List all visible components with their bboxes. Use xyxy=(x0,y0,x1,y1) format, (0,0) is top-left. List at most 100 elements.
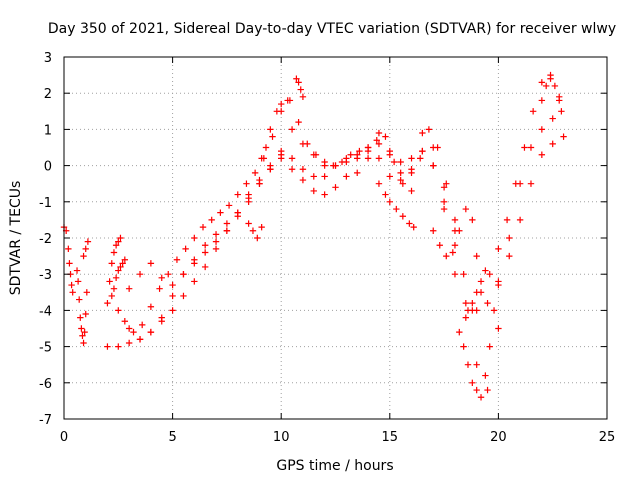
data-point xyxy=(484,299,491,307)
data-point xyxy=(278,147,285,155)
y-axis-label: SDTVAR / TECUs xyxy=(8,181,24,296)
data-point xyxy=(68,281,75,289)
data-point xyxy=(74,278,82,285)
data-point xyxy=(386,173,393,180)
data-point xyxy=(217,209,224,216)
data-point xyxy=(108,260,115,267)
data-point xyxy=(321,173,328,180)
data-point xyxy=(169,292,176,300)
data-point xyxy=(81,328,88,336)
data-point xyxy=(375,180,383,187)
data-point xyxy=(382,191,389,198)
data-point xyxy=(130,328,137,336)
data-point xyxy=(408,187,415,195)
data-series-13 xyxy=(375,180,417,231)
data-series-8 xyxy=(121,75,563,336)
data-point xyxy=(451,242,459,249)
data-point xyxy=(201,242,209,249)
data-point xyxy=(506,252,513,260)
data-point xyxy=(199,223,207,231)
data-point xyxy=(115,343,122,350)
data-point xyxy=(542,82,550,90)
data-point xyxy=(462,314,470,321)
data-series-10 xyxy=(245,220,265,242)
data-point xyxy=(443,252,450,260)
data-point xyxy=(547,71,554,79)
data-point xyxy=(373,137,380,144)
data-point xyxy=(436,242,443,249)
data-point xyxy=(110,249,118,256)
data-point xyxy=(382,133,389,140)
data-point xyxy=(473,361,480,368)
data-point xyxy=(484,386,491,394)
data-point xyxy=(83,289,91,296)
data-point xyxy=(538,97,546,104)
data-point xyxy=(330,162,337,169)
data-point xyxy=(295,118,302,126)
data-point xyxy=(451,216,459,224)
data-point xyxy=(158,314,165,321)
data-point xyxy=(78,325,85,332)
data-point xyxy=(430,227,437,234)
x-tick-label: 10 xyxy=(273,430,290,445)
data-point xyxy=(115,307,122,314)
data-point xyxy=(112,242,120,249)
data-point xyxy=(80,339,87,347)
data-point xyxy=(321,158,328,166)
data-point xyxy=(332,184,339,191)
data-series-3 xyxy=(80,238,92,260)
data-point xyxy=(234,213,241,220)
data-point xyxy=(390,158,398,166)
data-point xyxy=(495,245,502,253)
data-point xyxy=(288,155,296,162)
data-point xyxy=(212,231,220,238)
data-point xyxy=(288,126,296,133)
data-point xyxy=(558,108,565,115)
data-point xyxy=(158,274,165,282)
data-point xyxy=(165,271,172,278)
data-point xyxy=(245,198,252,205)
data-point xyxy=(80,252,87,260)
data-point xyxy=(477,278,485,285)
data-point xyxy=(512,180,519,187)
x-tick-label: 5 xyxy=(168,430,176,445)
data-point xyxy=(375,155,383,162)
data-point xyxy=(397,176,404,184)
data-series-5 xyxy=(108,256,129,300)
data-point xyxy=(516,216,524,224)
data-point xyxy=(473,252,480,260)
data-point xyxy=(321,191,328,198)
x-tick-label: 0 xyxy=(60,430,68,445)
data-series-1 xyxy=(60,223,76,296)
data-point xyxy=(440,184,448,191)
data-series-9 xyxy=(125,140,459,292)
data-point xyxy=(477,394,485,401)
data-point xyxy=(65,245,72,253)
data-point xyxy=(527,180,535,187)
data-point xyxy=(460,343,467,350)
data-point xyxy=(462,299,470,307)
data-point xyxy=(79,332,86,339)
data-point xyxy=(393,205,400,213)
data-point xyxy=(106,278,113,285)
data-point xyxy=(243,180,250,187)
data-point xyxy=(223,220,231,227)
data-point xyxy=(549,140,556,148)
data-point xyxy=(408,155,415,162)
grid-lines xyxy=(64,57,607,419)
data-point xyxy=(234,191,241,198)
data-point xyxy=(117,263,124,271)
data-point xyxy=(112,274,120,282)
data-point xyxy=(527,144,535,151)
data-series-12 xyxy=(293,75,307,101)
data-point xyxy=(410,223,417,231)
data-point xyxy=(464,307,472,314)
data-series-11 xyxy=(258,97,291,162)
data-point xyxy=(299,176,307,184)
data-point xyxy=(364,155,372,162)
data-point xyxy=(66,260,73,267)
data-point xyxy=(104,343,111,350)
data-point xyxy=(273,108,281,115)
data-point xyxy=(449,249,456,256)
data-series-2 xyxy=(73,267,91,347)
